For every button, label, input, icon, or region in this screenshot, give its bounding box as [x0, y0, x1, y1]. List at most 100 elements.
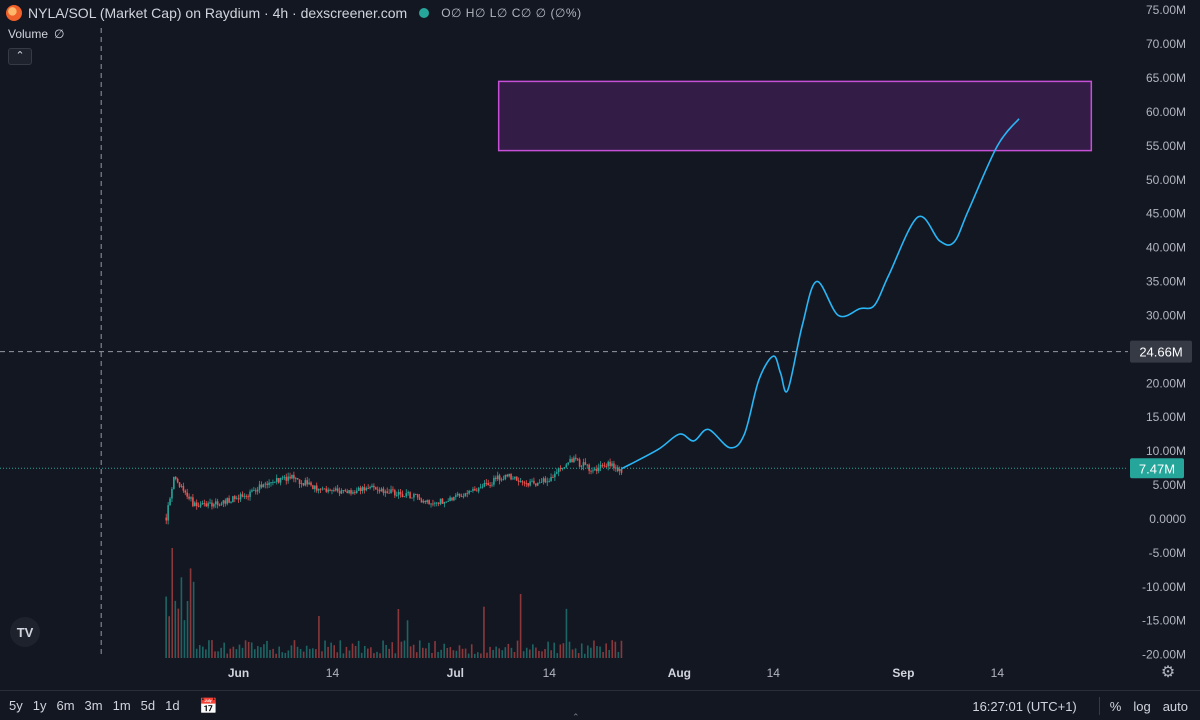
volume-bar: [189, 568, 192, 658]
volume-bar: [211, 640, 213, 658]
volume-bar: [443, 643, 446, 658]
candle-body: [275, 478, 278, 482]
candle-body: [315, 485, 318, 491]
price-tick-label: 30.00M: [1146, 308, 1186, 322]
clock-readout[interactable]: 16:27:01 (UTC+1): [972, 698, 1077, 714]
volume-bar: [308, 648, 311, 658]
candle-body: [314, 485, 316, 490]
volume-bar: [235, 649, 238, 658]
candle-body: [489, 484, 491, 486]
candle-body: [424, 501, 427, 503]
volume-bar: [321, 651, 323, 658]
volume-bar: [590, 647, 592, 658]
auto-scale-button[interactable]: auto: [1162, 698, 1188, 714]
volume-bar: [403, 640, 406, 658]
volume-bar: [363, 645, 366, 658]
range-button-6m[interactable]: 6m: [56, 697, 75, 713]
chevron-up-icon: ⌃: [15, 50, 25, 62]
candle-body: [279, 477, 282, 483]
candle-body: [218, 504, 221, 506]
candle-body: [207, 503, 209, 507]
price-tick-label: 50.00M: [1146, 173, 1186, 187]
candle-body: [559, 468, 562, 470]
symbol-title[interactable]: NYLA/SOL (Market Cap) on Raydium · 4h · …: [28, 5, 408, 21]
candle-body: [285, 476, 288, 481]
candle-body: [458, 493, 461, 497]
volume-bar: [464, 648, 467, 658]
candle-body: [289, 476, 291, 479]
candle-body: [466, 493, 469, 495]
candle-body: [300, 483, 303, 485]
candle-body: [268, 482, 270, 485]
volume-bar: [333, 645, 335, 658]
candle-body: [565, 464, 568, 468]
volume-bar: [177, 608, 180, 658]
volume-bar: [266, 640, 268, 658]
candle-body: [256, 489, 259, 492]
collapse-legend-button[interactable]: ⌃: [8, 48, 32, 65]
price-tick-label: -10.00M: [1142, 580, 1186, 594]
candle-body: [176, 478, 179, 483]
candle-body: [352, 492, 354, 494]
volume-bar: [596, 646, 598, 658]
log-scale-button[interactable]: log: [1133, 698, 1151, 714]
volume-bar: [376, 651, 378, 658]
volume-bar: [348, 650, 351, 658]
candle-body: [515, 476, 518, 481]
candle-body: [388, 492, 390, 494]
candle-body: [477, 488, 480, 492]
volume-bar: [470, 644, 473, 658]
gear-icon[interactable]: ⚙: [1160, 664, 1176, 681]
candle-body: [470, 490, 472, 492]
candle-body: [475, 490, 478, 492]
price-tick-label: 70.00M: [1146, 37, 1186, 51]
candle-body: [555, 472, 558, 474]
candle-body: [527, 483, 529, 486]
range-button-1y[interactable]: 1y: [32, 697, 47, 713]
volume-bar: [272, 648, 274, 658]
candle-body: [224, 500, 227, 504]
volume-bar: [269, 649, 271, 658]
candle-body: [359, 487, 362, 492]
candle-body: [216, 501, 219, 505]
volume-bar: [388, 648, 391, 658]
volume-bar: [373, 653, 375, 658]
percent-scale-button[interactable]: %: [1109, 698, 1122, 714]
candle-body: [174, 477, 177, 479]
ohlc-values: O∅ H∅ L∅ C∅ ∅ (∅%): [441, 6, 582, 20]
candle-body: [491, 484, 493, 486]
candle-body: [439, 498, 442, 504]
candle-body: [333, 490, 335, 491]
volume-bar: [418, 640, 421, 658]
tradingview-logo-icon[interactable]: TV: [10, 617, 40, 647]
volume-bar: [201, 646, 204, 658]
candle-body: [190, 497, 192, 499]
candle-body: [584, 462, 587, 465]
candle-body: [432, 503, 434, 505]
calendar-icon[interactable]: 📅: [199, 697, 218, 715]
candle-body: [536, 482, 539, 486]
resize-handle-icon[interactable]: ⌃: [572, 712, 580, 720]
volume-label[interactable]: Volume: [8, 27, 49, 41]
price-tick-label: -15.00M: [1142, 614, 1186, 628]
candle-body: [616, 467, 619, 472]
volume-bar: [611, 640, 614, 658]
volume-bar: [516, 640, 519, 658]
volume-bar: [367, 648, 369, 658]
crosshair-price-label: 24.66M: [1139, 345, 1182, 360]
price-tick-label: 45.00M: [1146, 207, 1186, 221]
candle-body: [578, 459, 581, 467]
candle-body: [334, 488, 337, 491]
range-button-5d[interactable]: 5d: [140, 697, 156, 713]
candle-body: [462, 496, 465, 498]
range-button-1d[interactable]: 1d: [165, 697, 180, 713]
candle-body: [245, 495, 248, 497]
chart-canvas[interactable]: 75.00M 70.00M 65.00M 60.00M 55.00M 50.00M 45.0…: [0, 0, 1200, 690]
range-button-1m[interactable]: 1m: [112, 697, 131, 713]
chart-legend: NYLA/SOL (Market Cap) on Raydium · 4h · …: [6, 3, 582, 23]
candle-body: [249, 491, 251, 498]
candle-body: [266, 483, 268, 485]
range-button-5y[interactable]: 5y: [9, 697, 23, 713]
candle-body: [239, 494, 242, 500]
range-button-3m[interactable]: 3m: [84, 697, 103, 713]
